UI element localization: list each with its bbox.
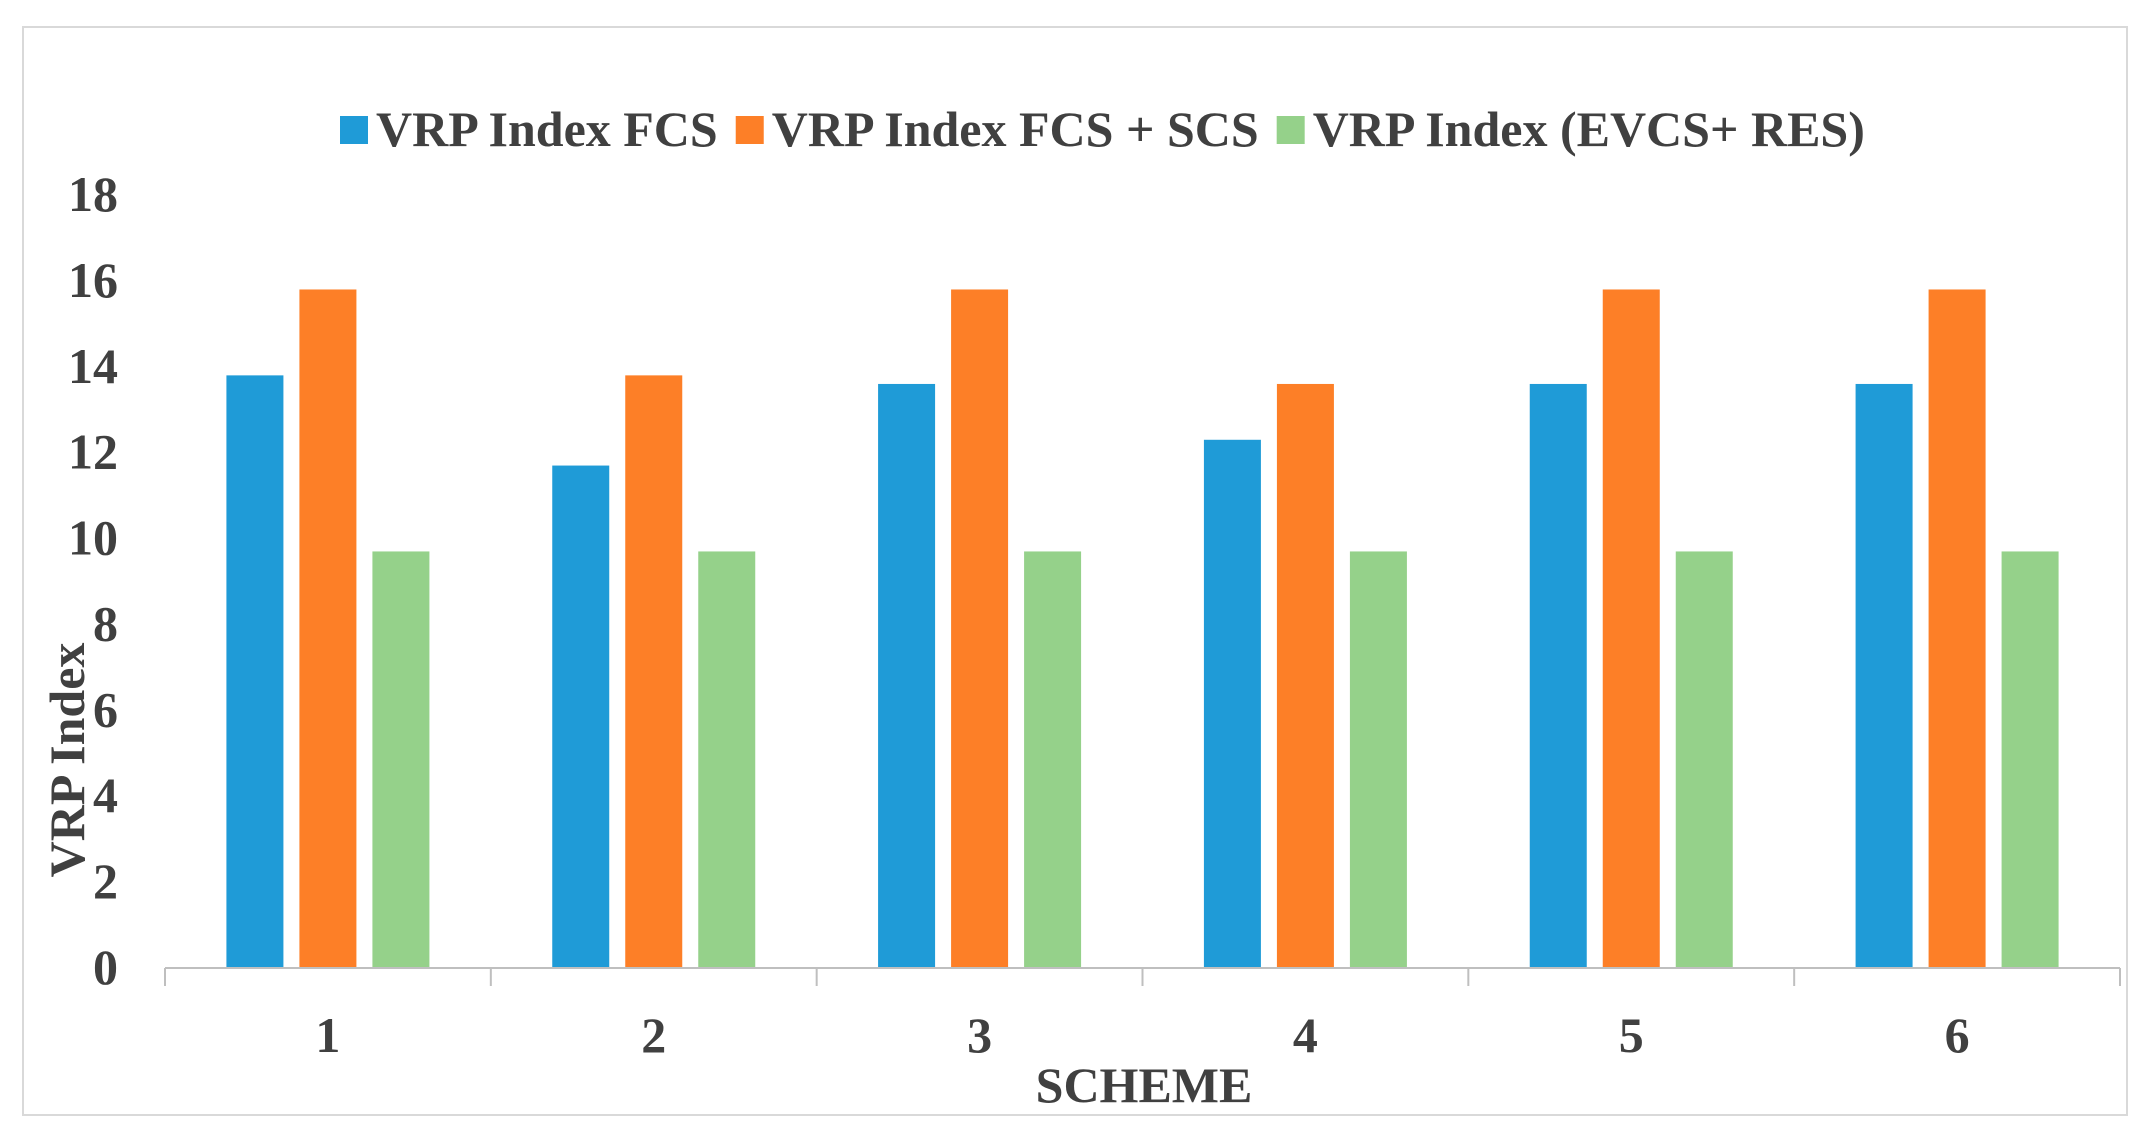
x-tick-label: 6 — [1945, 1007, 1970, 1063]
bar-2-scheme-4 — [1276, 383, 1334, 968]
legend: VRP Index FCS VRP Index FCS + SCS VRP Inde… — [340, 101, 1865, 157]
bar-2-scheme-1 — [299, 289, 357, 968]
bar-3-scheme-2 — [698, 551, 756, 968]
x-axis-title: SCHEME — [1036, 1057, 1253, 1113]
bar-1-scheme-1 — [226, 375, 284, 968]
y-tick-label: 4 — [93, 767, 118, 823]
bar-2-scheme-3 — [951, 289, 1009, 968]
bar-1-scheme-6 — [1855, 383, 1913, 968]
bar-1-scheme-5 — [1529, 383, 1587, 968]
y-tick-label: 8 — [93, 595, 118, 651]
bar-3-scheme-6 — [2001, 551, 2059, 968]
y-tick-label: 16 — [68, 252, 118, 308]
x-tick-label: 4 — [1293, 1007, 1318, 1063]
bar-1-scheme-2 — [552, 465, 610, 968]
legend-label-1: VRP Index FCS — [376, 101, 718, 157]
x-tick-label: 1 — [315, 1007, 340, 1063]
y-tick-label: 18 — [68, 166, 118, 222]
bar-3-scheme-4 — [1349, 551, 1407, 968]
y-tick-label: 14 — [68, 338, 118, 394]
y-axis-ticks: 0 2 4 6 8 10 12 14 16 18 — [68, 166, 118, 995]
y-tick-label: 10 — [68, 510, 118, 566]
x-tick-label: 2 — [641, 1007, 666, 1063]
bar-3-scheme-1 — [372, 551, 430, 968]
bar-2-scheme-6 — [1928, 289, 1986, 968]
bar-3-scheme-5 — [1675, 551, 1733, 968]
y-tick-label: 2 — [93, 853, 118, 909]
legend-swatch-2 — [735, 116, 764, 144]
y-tick-label: 12 — [68, 424, 118, 480]
legend-swatch-3 — [1276, 116, 1305, 144]
y-tick-label: 6 — [93, 681, 118, 737]
legend-label-3: VRP Index (EVCS+ RES) — [1313, 101, 1865, 157]
bar-2-scheme-5 — [1602, 289, 1660, 968]
bar-1-scheme-3 — [878, 383, 936, 968]
bar-1-scheme-4 — [1203, 439, 1261, 968]
x-tick-label: 5 — [1619, 1007, 1644, 1063]
bar-2-scheme-2 — [625, 375, 683, 968]
x-axis: 1 2 3 4 5 6 — [164, 967, 2121, 1063]
legend-label-2: VRP Index FCS + SCS — [772, 101, 1259, 157]
bar-3-scheme-3 — [1024, 551, 1082, 968]
bars — [226, 289, 2059, 968]
y-tick-label: 0 — [93, 939, 118, 995]
legend-swatch-1 — [340, 116, 368, 144]
y-axis-title: VRP Index — [39, 643, 95, 878]
x-tick-label: 3 — [967, 1007, 992, 1063]
